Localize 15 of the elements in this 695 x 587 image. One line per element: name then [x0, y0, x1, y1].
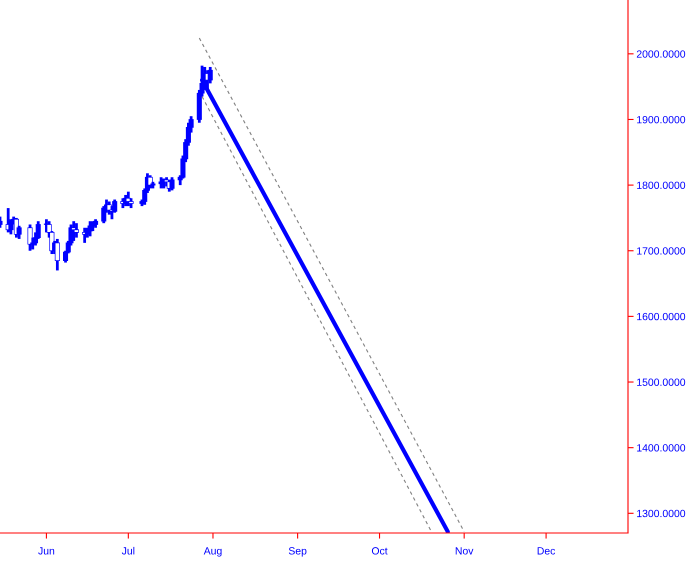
y-tick-label: 1300.0000: [637, 510, 686, 518]
x-tick-label: Nov: [456, 547, 474, 555]
y-tick-label: 1500.0000: [637, 378, 686, 386]
y-tick-label: 1800.0000: [637, 182, 686, 189]
x-tick-label: Sep: [288, 547, 306, 557]
x-tick-label: Jul: [122, 546, 134, 555]
x-tick-label: Dec: [538, 547, 556, 555]
y-tick-label: 2000.0000: [636, 50, 686, 58]
x-tick-label: Oct: [372, 547, 388, 555]
y-tick-label: 1900.0000: [637, 116, 686, 124]
y-tick-label: 1400.0000: [637, 444, 686, 452]
y-tick-label: 1700.0000: [637, 247, 686, 255]
x-tick-label: Jun: [38, 547, 54, 555]
y-tick-label: 1600.0000: [637, 312, 686, 320]
x-tick-label: Aug: [204, 547, 222, 557]
